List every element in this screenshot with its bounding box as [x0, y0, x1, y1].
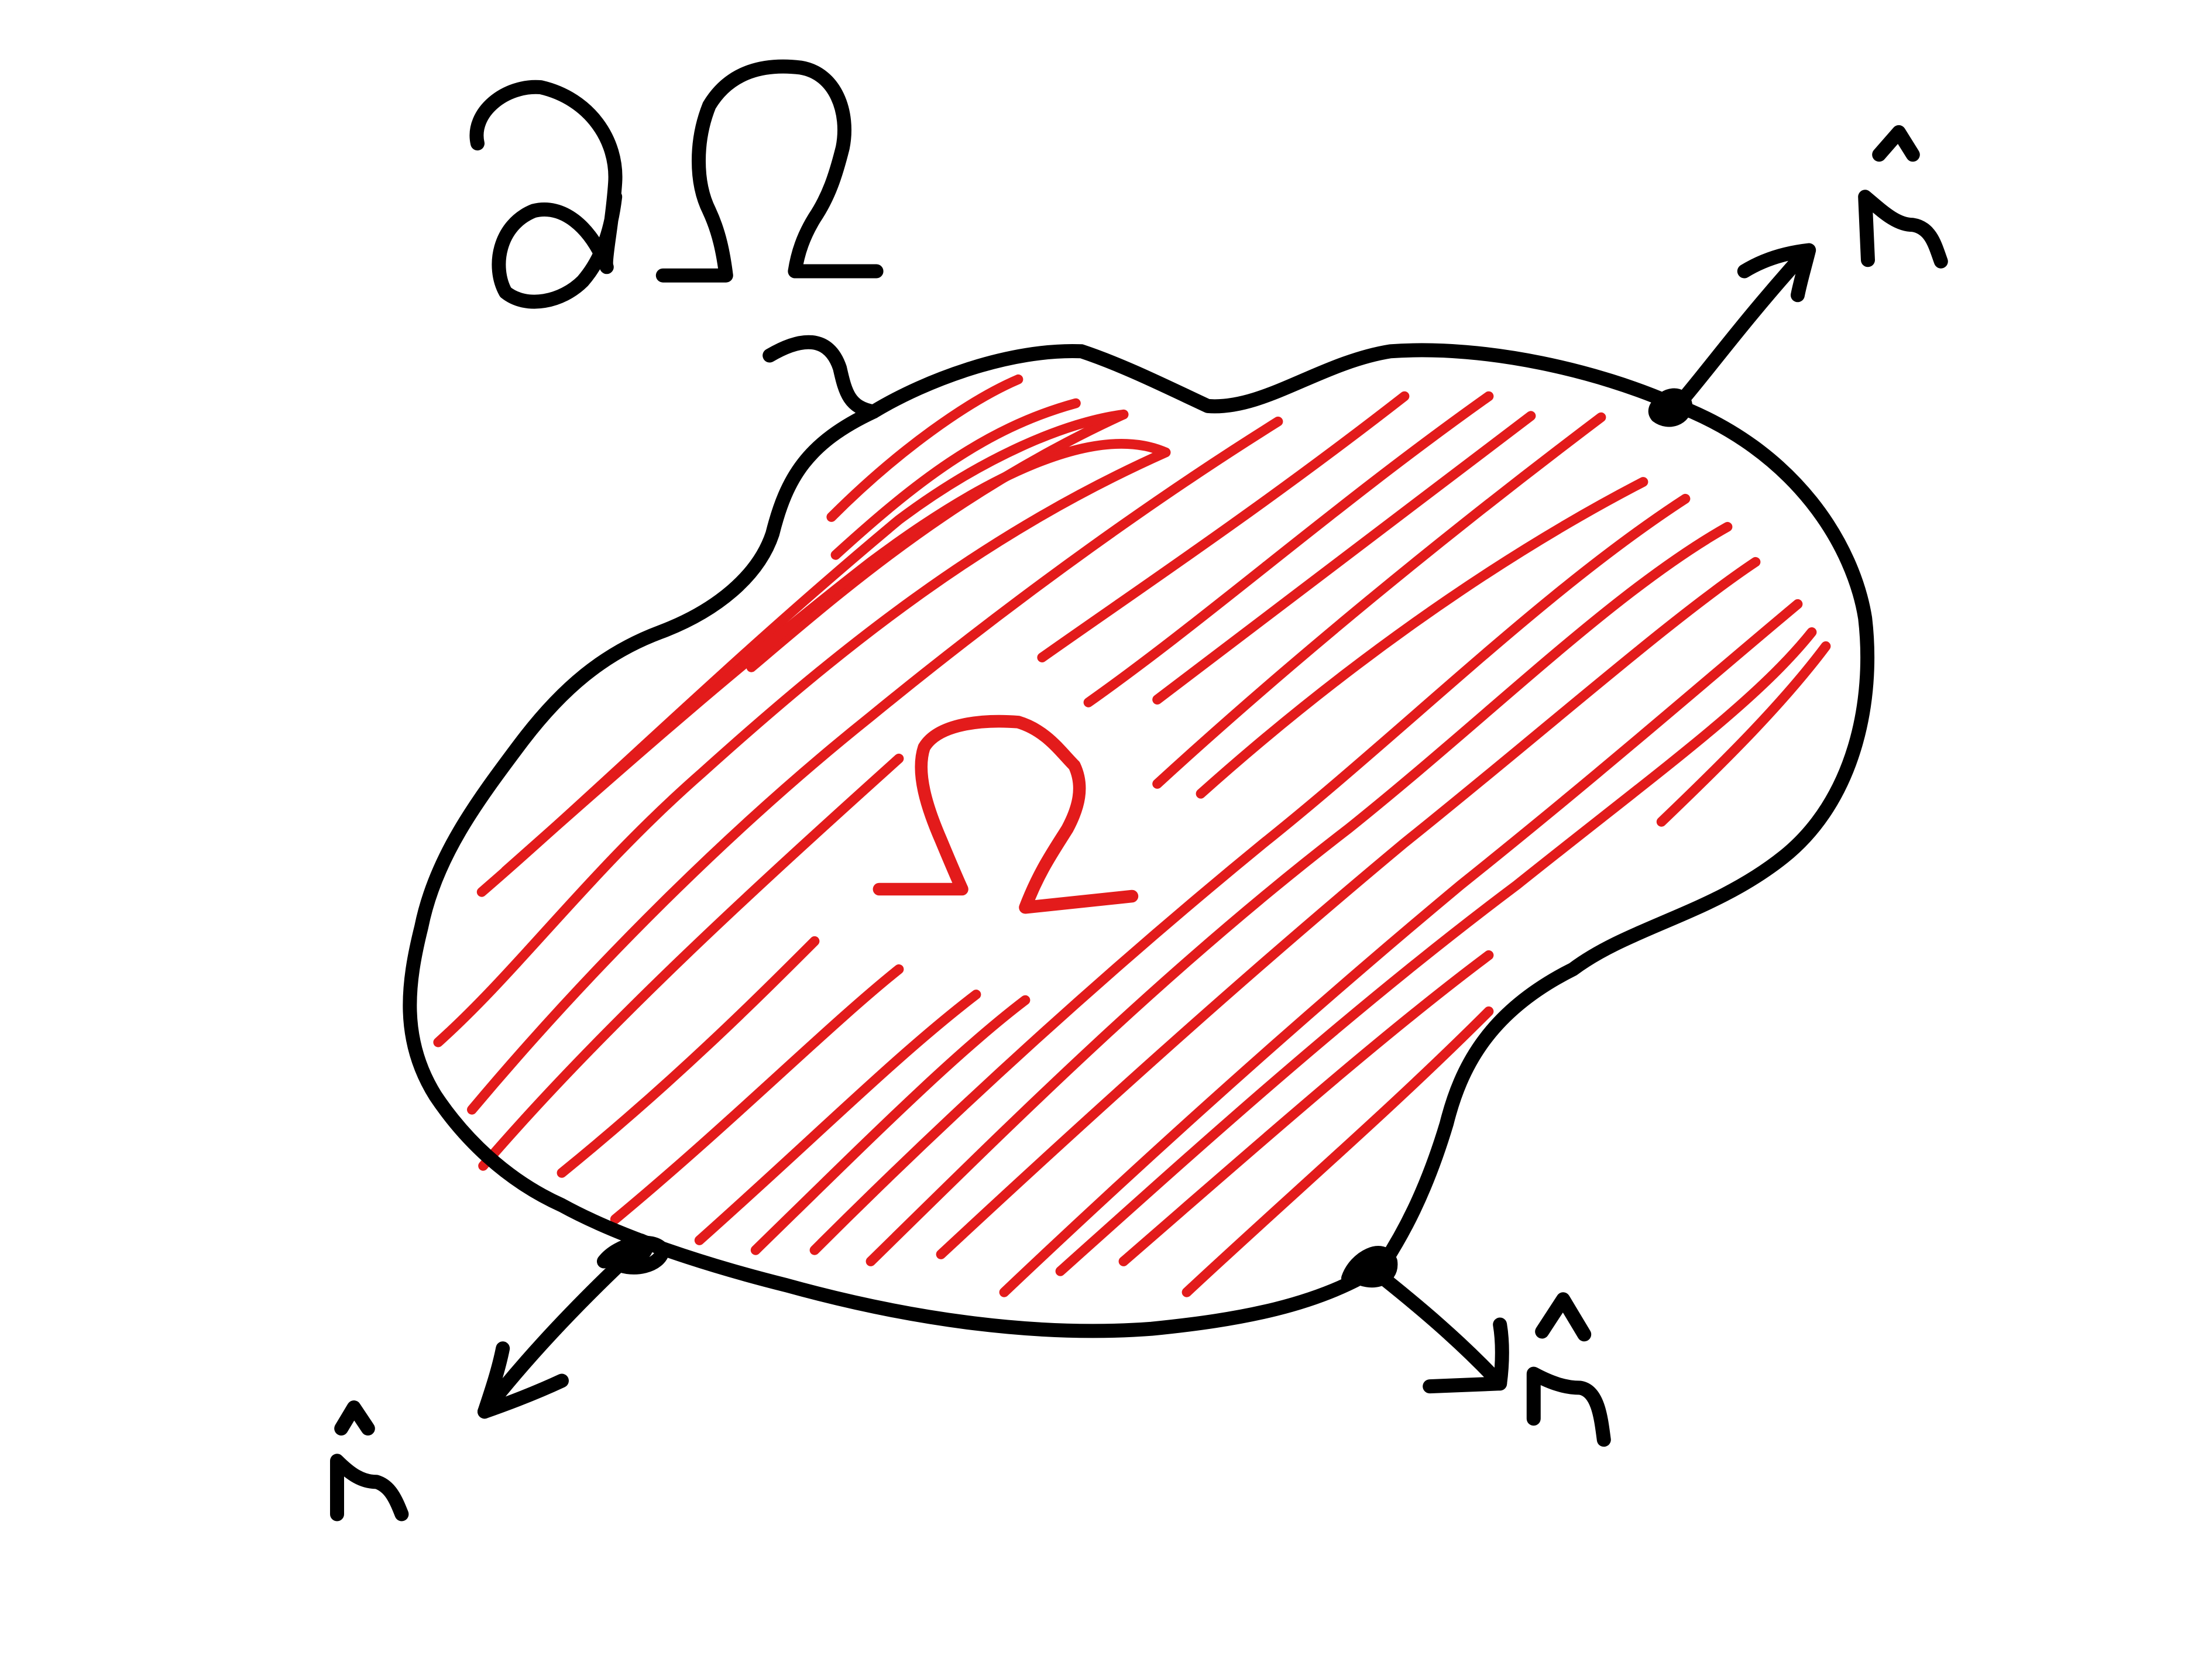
- normal-n-glyph: [330, 1454, 409, 1521]
- arrow-head: [478, 1341, 569, 1419]
- region-label: Ω: [873, 715, 1139, 914]
- hatch-line: [467, 416, 1283, 1115]
- arrow-shaft: [1671, 246, 1812, 412]
- hatch-line: [478, 753, 904, 1171]
- hatch-line: [826, 374, 1023, 522]
- hatch-line: [809, 493, 1691, 1255]
- hatch-line: [1152, 411, 1536, 705]
- hatch-line: [746, 409, 1129, 672]
- hatch-line: [750, 995, 1031, 1255]
- hatch-line: [1656, 641, 1831, 827]
- hatch-line: [557, 936, 820, 1178]
- hat-glyph: [1872, 125, 1920, 162]
- hatch-line: [936, 557, 1761, 1259]
- arrow-head: [1423, 1317, 1509, 1394]
- partial-symbol: [469, 80, 623, 309]
- hatch-line: [1055, 627, 1817, 1276]
- boundary-label-text: ∂Ω: [478, 280, 479, 281]
- normal-vector-bottom-right: n̂: [1341, 1246, 1611, 1447]
- boundary-label: ∂Ω: [469, 59, 884, 309]
- normal-vector-top-right: n̂: [1648, 125, 1948, 427]
- arrow-shaft: [1376, 1271, 1507, 1391]
- contact-point-dot: [1648, 388, 1692, 427]
- hat-glyph: [1535, 1292, 1592, 1342]
- hatch-line: [1083, 391, 1494, 707]
- region-omega-symbol: [873, 715, 1139, 914]
- hat-glyph: [334, 1400, 375, 1436]
- hatch-line: [830, 398, 1081, 560]
- hatch-line: [476, 409, 1129, 897]
- hatch-line: [1037, 391, 1410, 662]
- hatch-line: [999, 599, 1803, 1297]
- hatch-line: [433, 447, 1171, 1047]
- hatch-line: [1152, 412, 1606, 789]
- region-label-text: Ω: [879, 888, 880, 890]
- hatch-line: [1181, 1006, 1494, 1297]
- hatch-line: [694, 990, 981, 1245]
- contact-point-dot: [1341, 1246, 1398, 1288]
- normal-vector-bottom-left: n̂: [330, 1233, 670, 1521]
- region-hatching: [433, 374, 1831, 1297]
- boundary-leader-line: [762, 335, 881, 419]
- normal-n-glyph: [1526, 1366, 1611, 1447]
- contact-point-dot: [597, 1235, 670, 1275]
- hatch-line: [865, 521, 1733, 1266]
- omega-symbol: [655, 59, 884, 283]
- hatch-line: [1118, 950, 1494, 1266]
- normal-n-glyph: [1858, 190, 1948, 269]
- hatch-line: [1196, 477, 1648, 799]
- hatch-line: [610, 964, 904, 1224]
- hatch-line: [500, 439, 1171, 876]
- arrow-shaft: [478, 1243, 642, 1419]
- arrow-head: [1737, 243, 1816, 303]
